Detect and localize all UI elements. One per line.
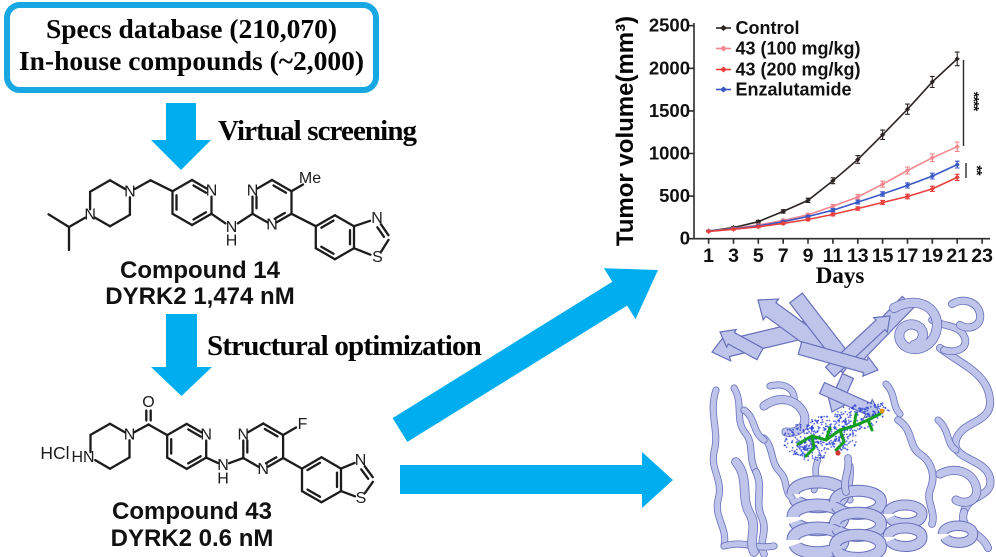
svg-text:Control: Control (736, 18, 800, 38)
svg-text:**: ** (968, 165, 984, 176)
svg-text:15: 15 (872, 245, 894, 267)
svg-text:N: N (266, 217, 278, 234)
svg-text:H: H (226, 233, 238, 250)
svg-text:N: N (200, 427, 212, 444)
svg-text:23: 23 (971, 245, 993, 267)
svg-text:9: 9 (803, 245, 814, 267)
svg-text:N: N (371, 210, 383, 227)
svg-text:500: 500 (659, 185, 690, 206)
svg-text:N: N (206, 183, 218, 200)
svg-text:2000: 2000 (649, 57, 690, 78)
svg-text:N: N (247, 183, 259, 200)
svg-text:1000: 1000 (649, 143, 690, 164)
svg-text:F: F (298, 416, 308, 433)
svg-text:11: 11 (823, 245, 844, 267)
svg-text:S: S (356, 490, 367, 507)
svg-text:****: **** (965, 92, 981, 112)
svg-text:O: O (142, 394, 154, 411)
svg-text:N: N (257, 461, 269, 478)
svg-text:13: 13 (847, 245, 869, 267)
svg-text:43 (200 mg/kg): 43 (200 mg/kg) (736, 60, 861, 80)
svg-text:HN: HN (71, 449, 94, 466)
svg-text:3: 3 (728, 245, 739, 267)
svg-text:N: N (238, 427, 250, 444)
svg-text:N: N (355, 452, 367, 469)
svg-text:19: 19 (921, 245, 943, 267)
svg-text:H: H (217, 471, 229, 488)
svg-text:N: N (124, 183, 136, 200)
svg-text:0: 0 (680, 228, 690, 249)
svg-text:1: 1 (703, 245, 714, 267)
svg-text:1500: 1500 (649, 100, 690, 121)
svg-text:HCl: HCl (40, 443, 69, 463)
svg-text:N: N (217, 457, 229, 474)
svg-text:N: N (124, 426, 136, 443)
svg-text:Enzalutamide: Enzalutamide (736, 80, 852, 100)
svg-text:Me: Me (299, 170, 321, 187)
svg-text:N: N (84, 206, 96, 223)
svg-text:5: 5 (753, 245, 764, 267)
svg-text:7: 7 (778, 245, 789, 267)
svg-text:43 (100 mg/kg): 43 (100 mg/kg) (736, 39, 861, 59)
svg-text:N: N (226, 219, 238, 236)
svg-text:17: 17 (897, 245, 919, 267)
svg-text:S: S (372, 249, 383, 266)
svg-text:2500: 2500 (649, 15, 690, 36)
svg-text:Days: Days (816, 263, 865, 288)
svg-text:21: 21 (946, 245, 968, 267)
svg-text:Tumor volume(mm³): Tumor volume(mm³) (612, 16, 639, 246)
